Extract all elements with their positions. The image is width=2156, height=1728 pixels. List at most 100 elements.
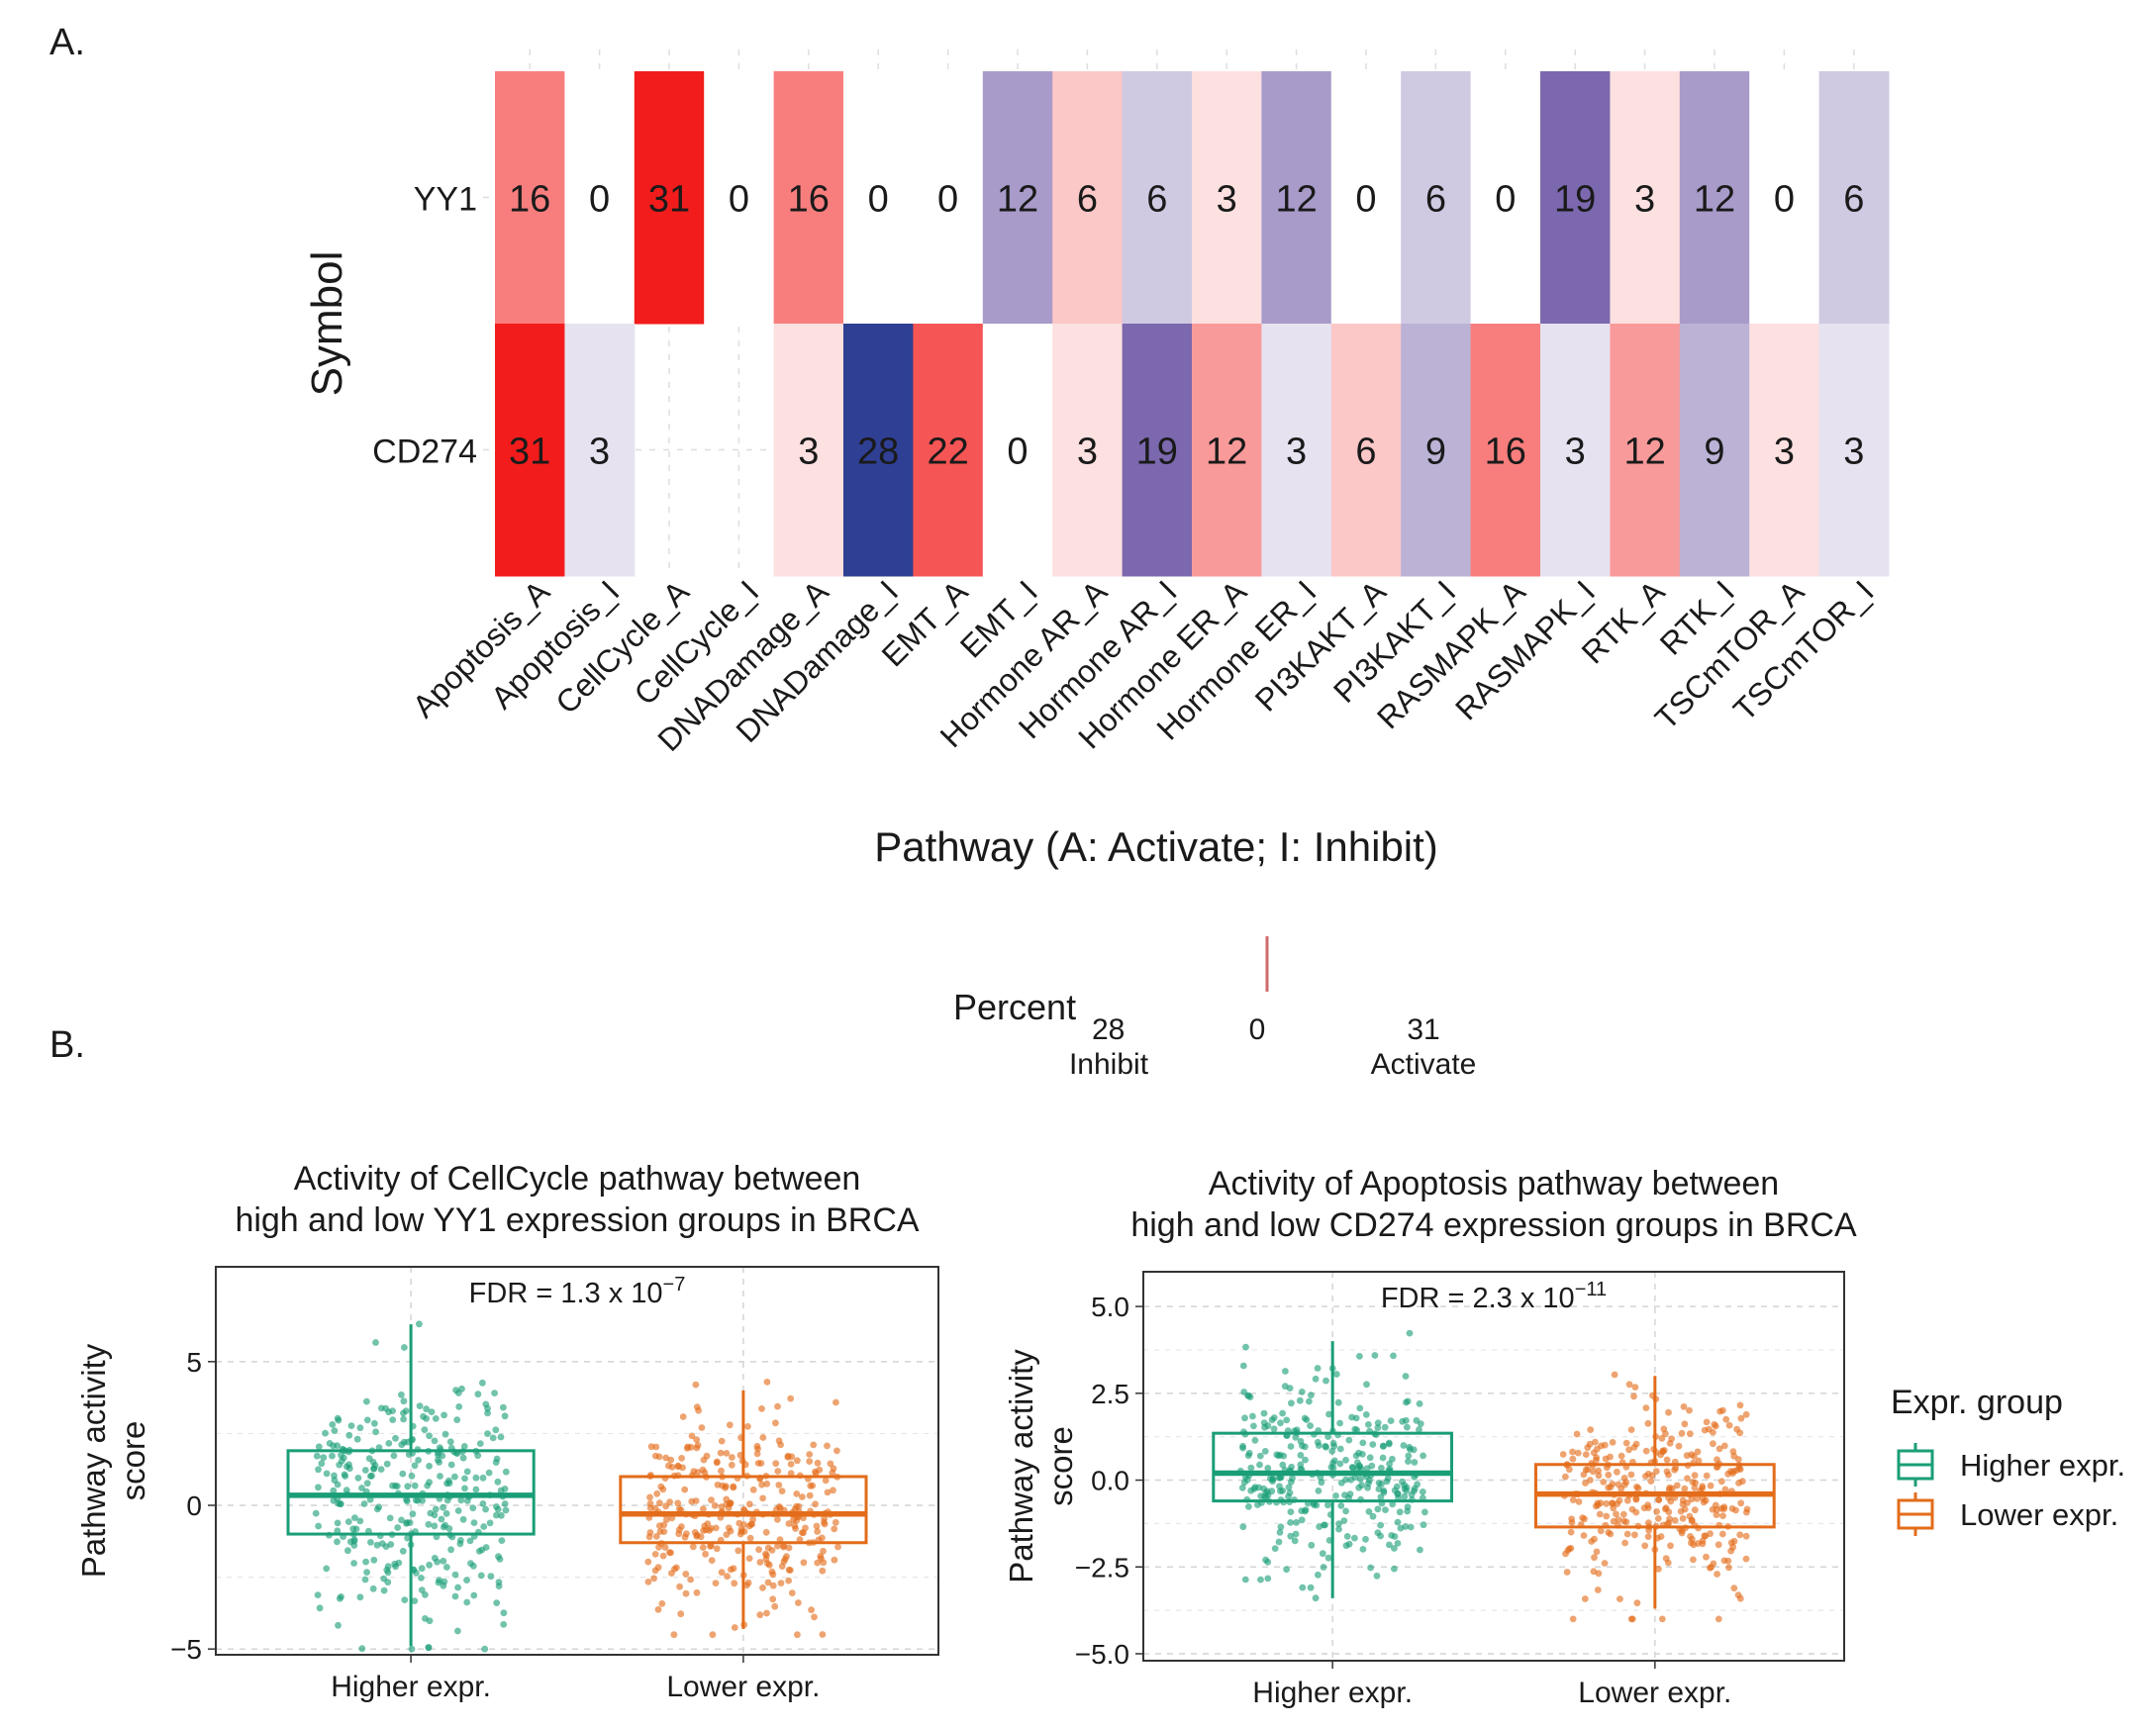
data-point-higher-expr xyxy=(358,1485,365,1491)
data-point-higher-expr xyxy=(1365,1421,1372,1428)
heatmap-value-label: 6 xyxy=(1077,179,1098,221)
data-point-higher-expr xyxy=(1405,1458,1412,1465)
data-point-lower-expr xyxy=(1737,1414,1745,1422)
data-point-lower-expr xyxy=(1681,1505,1689,1513)
data-point-lower-expr xyxy=(647,1443,655,1451)
data-point-higher-expr xyxy=(1337,1479,1345,1487)
data-point-lower-expr xyxy=(1609,1499,1616,1507)
heatmap-cell-yy1-dnadamage-a xyxy=(773,71,844,325)
data-point-lower-expr xyxy=(668,1464,676,1471)
data-point-lower-expr xyxy=(692,1381,700,1389)
boxplot-panel-border xyxy=(1142,1271,1845,1662)
data-point-higher-expr xyxy=(1374,1419,1382,1427)
data-point-lower-expr xyxy=(1737,1499,1745,1507)
data-point-higher-expr xyxy=(475,1548,483,1555)
data-point-lower-expr xyxy=(759,1584,766,1591)
data-point-lower-expr xyxy=(1714,1571,1720,1578)
data-point-higher-expr xyxy=(418,1565,426,1573)
heatmap-value-label: 3 xyxy=(589,432,610,473)
data-point-lower-expr xyxy=(1597,1527,1605,1535)
data-point-higher-expr xyxy=(476,1440,484,1447)
data-point-higher-expr xyxy=(432,1415,440,1422)
data-point-lower-expr xyxy=(1728,1504,1736,1512)
data-point-higher-expr xyxy=(1363,1465,1371,1473)
data-point-higher-expr xyxy=(496,1555,504,1563)
data-point-lower-expr xyxy=(1588,1538,1596,1545)
data-point-lower-expr xyxy=(709,1631,717,1639)
data-point-lower-expr xyxy=(688,1432,696,1440)
data-point-lower-expr xyxy=(1654,1515,1662,1522)
data-point-higher-expr xyxy=(329,1421,337,1428)
data-point-higher-expr xyxy=(361,1467,369,1474)
data-point-lower-expr xyxy=(744,1423,751,1430)
data-point-higher-expr xyxy=(1287,1479,1295,1486)
heatmap-value-label: 0 xyxy=(729,179,749,221)
data-point-lower-expr xyxy=(822,1477,830,1485)
heatmap-value-label: 12 xyxy=(997,179,1038,221)
data-point-higher-expr xyxy=(398,1516,405,1524)
data-point-higher-expr xyxy=(353,1435,361,1443)
data-point-lower-expr xyxy=(831,1556,838,1564)
data-point-higher-expr xyxy=(1277,1488,1284,1494)
data-point-higher-expr xyxy=(1342,1542,1350,1550)
heatmap-cell-cd274-dnadamage-a xyxy=(773,324,844,577)
data-point-higher-expr xyxy=(1287,1519,1294,1526)
legend-mid-label: 0 xyxy=(1249,1013,1266,1046)
heatmap-cell-yy1-hormone-ar-a xyxy=(1052,71,1124,325)
data-point-higher-expr xyxy=(1254,1501,1261,1508)
data-point-lower-expr xyxy=(729,1454,735,1461)
data-point-lower-expr xyxy=(1581,1595,1589,1602)
data-point-higher-expr xyxy=(443,1496,451,1504)
data-point-lower-expr xyxy=(762,1528,770,1536)
data-point-lower-expr xyxy=(785,1520,793,1527)
data-point-lower-expr xyxy=(1559,1451,1567,1458)
heatmap-cell-yy1-cellcycle-a xyxy=(634,71,705,325)
data-point-lower-expr xyxy=(772,1419,779,1427)
heatmap-cell-yy1-rtk-a xyxy=(1610,71,1681,325)
data-point-higher-expr xyxy=(435,1456,441,1464)
data-point-higher-expr xyxy=(1245,1503,1252,1510)
data-point-lower-expr xyxy=(1716,1407,1723,1415)
data-point-higher-expr xyxy=(385,1440,393,1447)
data-point-lower-expr xyxy=(646,1493,653,1501)
data-point-higher-expr xyxy=(1410,1446,1418,1454)
data-point-higher-expr xyxy=(411,1482,419,1489)
data-point-higher-expr xyxy=(1416,1400,1423,1407)
data-point-lower-expr xyxy=(1579,1514,1587,1521)
data-point-lower-expr xyxy=(756,1559,764,1566)
data-point-higher-expr xyxy=(441,1430,449,1438)
data-point-higher-expr xyxy=(431,1522,439,1530)
data-point-lower-expr xyxy=(731,1624,738,1631)
data-point-lower-expr xyxy=(1671,1516,1679,1524)
data-point-higher-expr xyxy=(421,1426,429,1433)
data-point-higher-expr xyxy=(367,1539,374,1546)
boxplot-panel-border xyxy=(215,1266,939,1656)
data-point-higher-expr xyxy=(472,1486,480,1493)
data-point-lower-expr xyxy=(693,1588,701,1596)
data-point-lower-expr xyxy=(1720,1505,1727,1512)
data-point-higher-expr xyxy=(1390,1352,1397,1360)
heatmap-cell-cd274-apoptosis-i xyxy=(564,324,636,577)
data-point-lower-expr xyxy=(1610,1504,1617,1512)
data-point-lower-expr xyxy=(682,1589,690,1597)
heatmap-cell-yy1-apoptosis-i xyxy=(564,71,636,325)
data-point-higher-expr xyxy=(425,1520,433,1528)
data-point-higher-expr xyxy=(1261,1448,1269,1455)
data-point-lower-expr xyxy=(699,1544,707,1551)
data-point-lower-expr xyxy=(762,1556,770,1563)
heatmap-cell-cd274-emt-i xyxy=(982,324,1053,577)
data-point-lower-expr xyxy=(740,1505,747,1513)
data-point-higher-expr xyxy=(431,1437,439,1445)
data-point-lower-expr xyxy=(1595,1467,1602,1475)
data-point-higher-expr xyxy=(1404,1397,1412,1405)
heatmap-value-label: 3 xyxy=(1286,432,1307,473)
data-point-lower-expr xyxy=(736,1530,744,1538)
heatmap-cell-yy1-hormone-er-i xyxy=(1261,71,1332,325)
data-point-higher-expr xyxy=(1330,1457,1338,1465)
data-point-higher-expr xyxy=(1380,1442,1387,1450)
data-point-lower-expr xyxy=(1665,1486,1673,1493)
data-point-higher-expr xyxy=(1406,1329,1414,1337)
data-point-lower-expr xyxy=(1605,1529,1613,1536)
data-point-lower-expr xyxy=(819,1631,827,1638)
heatmap-cell-yy1-rasmapk-a xyxy=(1470,71,1541,325)
